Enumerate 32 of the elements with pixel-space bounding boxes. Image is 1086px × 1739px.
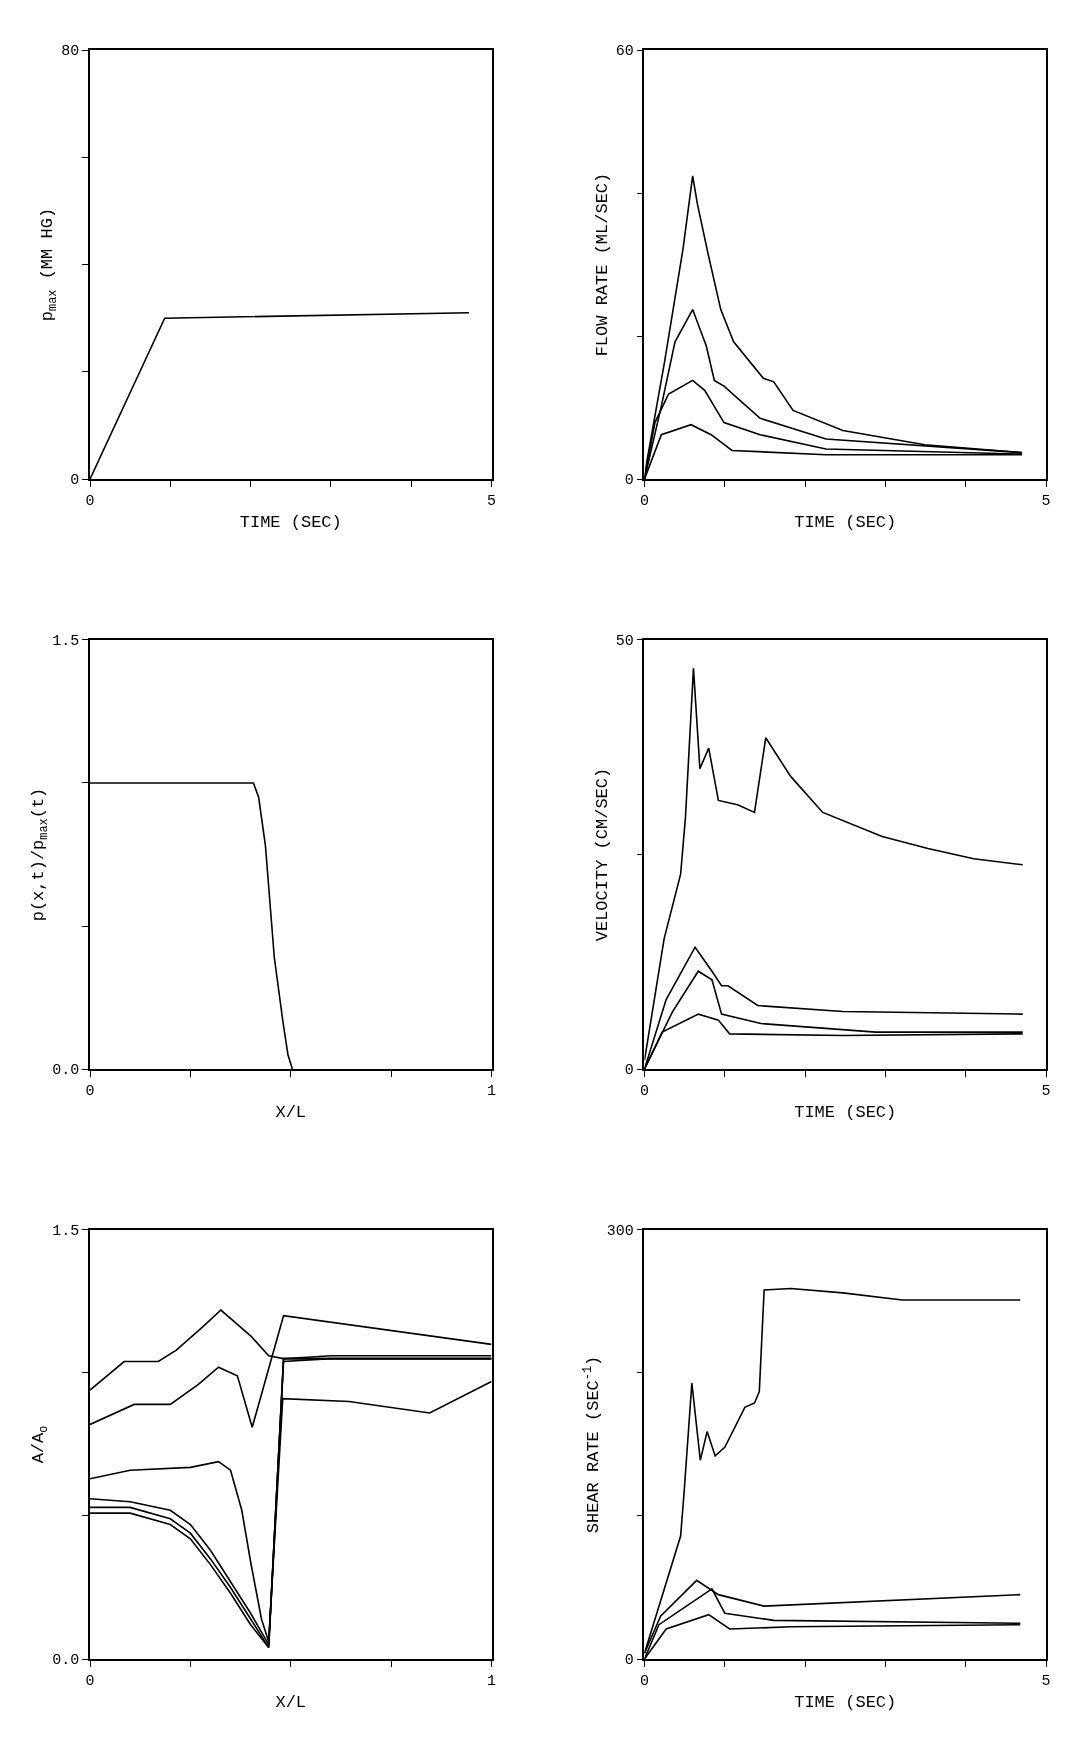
y-tick-label: 80: [61, 43, 80, 61]
y-tick-label: 60: [615, 43, 634, 61]
x-tick-label: 0: [639, 1672, 649, 1690]
x-tick-label: 1: [487, 1672, 497, 1690]
x-tick-label: 5: [487, 492, 497, 510]
y-tick-label: 0.0: [52, 1062, 80, 1080]
y-tick-label: 0: [624, 1062, 634, 1080]
x-axis-title: TIME (SEC): [794, 512, 897, 532]
x-axis-title: X/L: [275, 1692, 307, 1712]
y-tick-label: 1.5: [52, 1223, 80, 1241]
x-axis-title: TIME (SEC): [794, 1102, 897, 1122]
y-tick-label: 300: [606, 1223, 634, 1241]
x-tick-label: 0: [85, 1672, 95, 1690]
x-tick-label: 0: [639, 492, 649, 510]
y-axis-title: VELOCITY (CM/SEC): [592, 767, 612, 942]
x-tick-label: 0: [85, 492, 95, 510]
y-tick-label: 0.0: [52, 1652, 80, 1670]
x-tick-label: 0: [85, 1082, 95, 1100]
y-tick-label: 50: [615, 633, 634, 651]
x-tick-label: 1: [487, 1082, 497, 1100]
x-axis-title: TIME (SEC): [239, 512, 342, 532]
x-tick-label: 5: [1041, 1082, 1051, 1100]
x-axis-title: X/L: [275, 1102, 307, 1122]
x-tick-label: 0: [639, 1082, 649, 1100]
y-tick-label: 0: [70, 472, 80, 490]
y-axis-title: FLOW RATE (ML/SEC): [592, 172, 612, 357]
y-tick-label: 0: [624, 472, 634, 490]
x-tick-label: 5: [1041, 492, 1051, 510]
y-tick-label: 0: [624, 1652, 634, 1670]
x-tick-label: 5: [1041, 1672, 1051, 1690]
x-axis-title: TIME (SEC): [794, 1692, 897, 1712]
y-tick-label: 1.5: [52, 633, 80, 651]
